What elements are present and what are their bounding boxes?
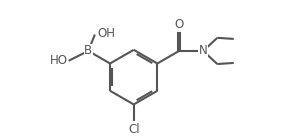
- Text: Cl: Cl: [128, 123, 139, 136]
- Text: N: N: [199, 44, 207, 57]
- Text: O: O: [175, 18, 184, 31]
- Text: B: B: [84, 44, 92, 57]
- Text: HO: HO: [49, 54, 68, 67]
- Text: OH: OH: [97, 27, 115, 40]
